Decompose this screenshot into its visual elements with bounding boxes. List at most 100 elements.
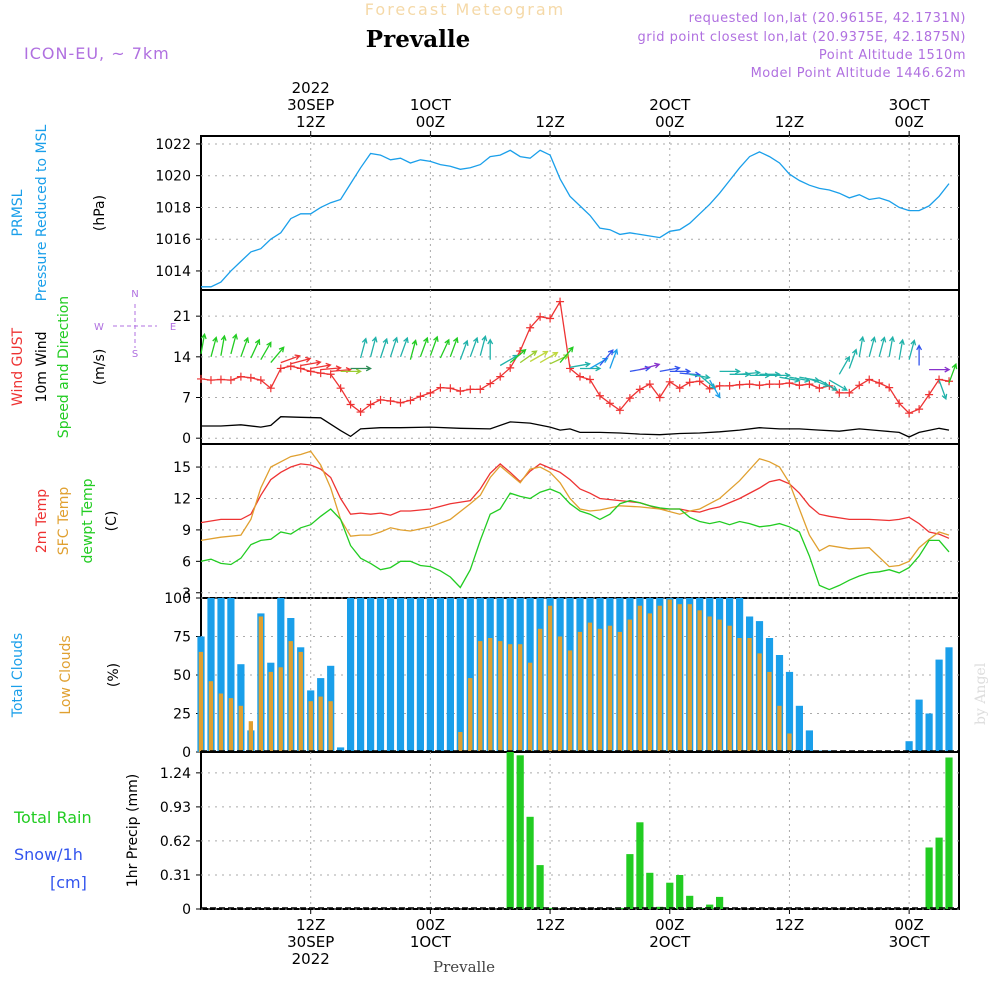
bar-precip-0 bbox=[666, 882, 674, 909]
wind-arrow bbox=[300, 359, 322, 367]
wind-arrow bbox=[929, 366, 951, 373]
bar-clouds-1 bbox=[677, 604, 682, 752]
bar-precip-0 bbox=[676, 875, 684, 909]
bar-precip-0 bbox=[546, 907, 554, 909]
bar-precip-0 bbox=[526, 816, 534, 909]
panels: 1014 1016 1018 1020 1022 PRMSL Pressure Reduce… bbox=[10, 124, 960, 918]
wind-arrow bbox=[350, 365, 372, 372]
panel-frame bbox=[200, 135, 960, 291]
wind-arrow bbox=[669, 368, 692, 375]
y-tick-label: 6 bbox=[182, 554, 191, 570]
bar-clouds-1 bbox=[767, 671, 772, 752]
wind-arrow bbox=[858, 335, 865, 357]
wind-arrow bbox=[290, 356, 312, 365]
bar-clouds-0 bbox=[426, 598, 434, 752]
y-axis-label: (%) bbox=[106, 663, 122, 687]
gust-marker bbox=[216, 375, 225, 384]
wind-arrow bbox=[200, 332, 207, 355]
gust-marker bbox=[905, 409, 914, 418]
bar-clouds-1 bbox=[318, 696, 323, 752]
y-tick-label: 15 bbox=[173, 460, 191, 476]
time-label-top: 3OCT bbox=[889, 96, 931, 114]
y-axis-label: PRMSL bbox=[10, 189, 26, 236]
gust-marker bbox=[695, 377, 704, 386]
bar-clouds-0 bbox=[406, 598, 415, 752]
wind-arrow bbox=[878, 336, 887, 357]
bar-precip-0 bbox=[945, 757, 953, 909]
bar-clouds-0 bbox=[785, 671, 794, 752]
series-line-pressure-0 bbox=[201, 149, 950, 288]
time-label-bottom: 12Z bbox=[296, 916, 325, 934]
gust-marker bbox=[815, 384, 824, 393]
gust-marker bbox=[246, 373, 255, 382]
bar-clouds-1 bbox=[198, 651, 204, 752]
gust-marker bbox=[855, 381, 864, 390]
bar-clouds-0 bbox=[945, 647, 953, 752]
wind-arrow bbox=[679, 371, 702, 378]
bar-clouds-1 bbox=[248, 721, 253, 752]
gust-marker bbox=[865, 375, 874, 384]
bar-clouds-1 bbox=[577, 631, 583, 752]
time-label-bottom: 00Z bbox=[894, 916, 923, 934]
wind-arrow bbox=[848, 348, 858, 369]
bar-clouds-1 bbox=[627, 619, 632, 752]
gust-marker bbox=[805, 380, 814, 389]
wind-arrow bbox=[389, 336, 399, 358]
gust-marker bbox=[775, 380, 784, 389]
time-label-bottom: 00Z bbox=[655, 916, 684, 934]
time-label-bottom: 00Z bbox=[416, 916, 445, 934]
gust-marker bbox=[256, 376, 265, 385]
wind-arrow bbox=[888, 335, 895, 357]
compass-rose: N W E S bbox=[94, 289, 176, 360]
y-tick-label: 100 bbox=[164, 591, 191, 607]
y-tick-label: 0 bbox=[182, 902, 191, 918]
bar-precip-0 bbox=[636, 822, 644, 909]
gust-marker bbox=[366, 400, 375, 409]
gust-marker bbox=[197, 374, 205, 383]
gust-marker bbox=[526, 323, 535, 332]
bar-clouds-0 bbox=[925, 713, 933, 752]
bar-clouds-1 bbox=[468, 678, 473, 752]
bar-precip-0 bbox=[646, 872, 654, 909]
bar-clouds-1 bbox=[657, 605, 662, 752]
gust-marker bbox=[925, 390, 934, 399]
gust-marker bbox=[935, 375, 944, 384]
time-label-top: 12Z bbox=[775, 113, 804, 131]
bar-clouds-1 bbox=[637, 605, 642, 752]
panel-frame bbox=[200, 751, 960, 910]
y-tick-label: 50 bbox=[173, 668, 191, 684]
gust-marker bbox=[536, 312, 545, 321]
gust-marker bbox=[476, 385, 485, 394]
wind-arrow bbox=[948, 362, 958, 384]
bar-clouds-1 bbox=[518, 644, 523, 752]
gust-marker bbox=[446, 384, 455, 393]
compass-w: W bbox=[94, 322, 104, 333]
bar-clouds-1 bbox=[458, 732, 463, 752]
bar-clouds-0 bbox=[436, 598, 444, 752]
bar-clouds-1 bbox=[538, 628, 543, 752]
time-label-bottom: 3OCT bbox=[889, 933, 931, 951]
gust-marker bbox=[715, 381, 724, 390]
wind-arrow bbox=[369, 336, 378, 357]
y-tick-label: 12 bbox=[173, 491, 191, 507]
bar-clouds-0 bbox=[367, 598, 375, 752]
gust-marker bbox=[675, 384, 684, 393]
wind-arrow bbox=[769, 372, 791, 379]
bar-clouds-1 bbox=[268, 671, 273, 752]
bar-clouds-0 bbox=[935, 659, 943, 752]
bar-clouds-0 bbox=[347, 598, 355, 752]
gust-marker bbox=[566, 364, 575, 373]
gust-marker bbox=[725, 381, 734, 390]
time-label-top: 00Z bbox=[655, 113, 684, 131]
y-axis-label: dewpt Temp bbox=[80, 478, 96, 563]
gust-marker bbox=[426, 388, 435, 397]
gust-marker bbox=[655, 393, 664, 402]
time-label-bottom: 2022 bbox=[292, 950, 330, 968]
bar-precip-0 bbox=[656, 906, 664, 909]
bar-clouds-1 bbox=[547, 605, 553, 752]
wind-arrow bbox=[260, 341, 272, 361]
gust-marker bbox=[615, 406, 624, 415]
location-title: Prevalle bbox=[366, 26, 470, 53]
wind-arrow bbox=[519, 350, 538, 364]
